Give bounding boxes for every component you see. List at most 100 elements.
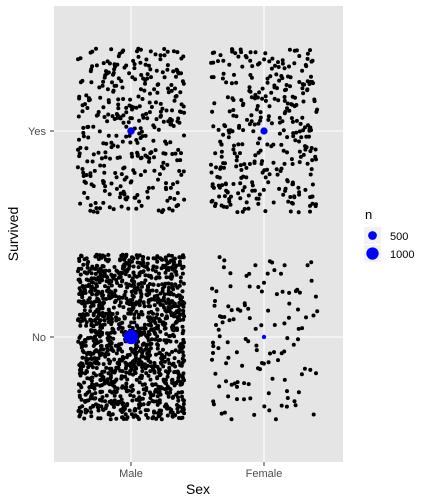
jitter-point (164, 187, 169, 192)
count-points (123, 127, 268, 345)
jitter-point (130, 297, 135, 302)
jitter-point (83, 102, 87, 107)
count-point-male-yes (127, 127, 135, 135)
jitter-point (158, 53, 163, 58)
jitter-point (107, 192, 112, 197)
jitter-point (78, 323, 83, 328)
jitter-point (174, 269, 178, 274)
jitter-point (170, 327, 175, 332)
jitter-point (231, 147, 236, 152)
jitter-point (83, 392, 88, 397)
jitter-point (169, 305, 174, 310)
jitter-point (177, 350, 182, 354)
jitter-point (256, 121, 261, 126)
jitter-point (76, 339, 81, 344)
jitter-point (84, 173, 89, 177)
jitter-point (266, 391, 271, 396)
jitter-point (104, 404, 109, 409)
jitter-point (124, 381, 129, 386)
jitter-point (313, 204, 318, 209)
jitter-point (130, 326, 135, 330)
jitter-point (288, 75, 293, 80)
jitter-point (130, 255, 134, 260)
jitter-point (228, 202, 233, 207)
jitter-point (110, 294, 115, 299)
jitter-point (141, 115, 146, 120)
jitter-point (124, 110, 129, 115)
jitter-point (143, 81, 147, 86)
jitter-point (246, 306, 251, 311)
jitter-point (266, 117, 271, 122)
jitter-point (217, 255, 222, 260)
jitter-point (76, 114, 81, 119)
jitter-point (102, 170, 107, 175)
x-axis: Male Female Sex (119, 462, 282, 497)
jitter-point (128, 97, 133, 102)
jitter-point (244, 165, 249, 170)
jitter-point (176, 398, 181, 403)
jitter-point (111, 402, 116, 407)
jitter-point (119, 341, 124, 346)
jitter-point (285, 178, 290, 183)
jitter-point (139, 281, 144, 285)
jitter-point (159, 313, 164, 317)
jitter-point (80, 109, 85, 114)
jitter-point (159, 417, 164, 422)
jitter-point (135, 153, 140, 158)
jitter-point (78, 279, 82, 283)
jitter-point (112, 393, 117, 398)
jitter-point (98, 306, 103, 311)
jitter-point (292, 61, 297, 66)
jitter-point (114, 317, 119, 321)
jitter-point (260, 96, 265, 101)
jitter-point (100, 311, 105, 315)
jitter-point (229, 417, 234, 422)
jitter-point (134, 300, 139, 305)
jitter-point (178, 382, 183, 387)
jitter-point (170, 380, 175, 385)
jitter-point (277, 131, 282, 136)
jitter-point (144, 371, 149, 376)
jitter-point (97, 253, 102, 258)
jitter-point (76, 318, 80, 323)
jitter-point (296, 390, 301, 395)
jitter-point (151, 282, 156, 287)
jitter-point (114, 83, 119, 88)
jitter-point (163, 270, 168, 275)
jitter-point (102, 115, 107, 119)
jitter-point (150, 288, 155, 293)
jitter-point (285, 389, 289, 394)
jitter-point (143, 169, 147, 174)
jitter-point (241, 101, 246, 106)
jitter-point (134, 206, 139, 211)
jitter-point (106, 288, 111, 293)
jitter-point (126, 300, 131, 305)
jitter-point (94, 113, 99, 118)
jitter-point (252, 412, 257, 417)
jitter-point (171, 258, 176, 263)
jitter-point (102, 318, 107, 323)
jitter-point (124, 370, 129, 375)
jitter-point (210, 51, 215, 55)
jitter-point (211, 124, 216, 129)
jitter-point (243, 337, 248, 341)
jitter-point (218, 53, 223, 58)
jitter-point (106, 371, 111, 376)
jitter-point (244, 55, 249, 60)
jitter-point (150, 185, 155, 190)
jitter-point (287, 64, 291, 69)
jitter-point (284, 404, 289, 409)
jitter-point (131, 264, 136, 269)
jitter-point (128, 393, 133, 398)
jitter-point (290, 182, 295, 187)
jitter-point (255, 95, 260, 100)
jitter-point (301, 99, 306, 104)
jitter-point (176, 308, 181, 313)
jitter-point (89, 323, 94, 328)
jitter-point (119, 256, 124, 261)
jitter-point (145, 116, 150, 121)
jitter-point (121, 189, 126, 194)
jitter-point (89, 394, 94, 399)
jitter-point (247, 122, 252, 127)
